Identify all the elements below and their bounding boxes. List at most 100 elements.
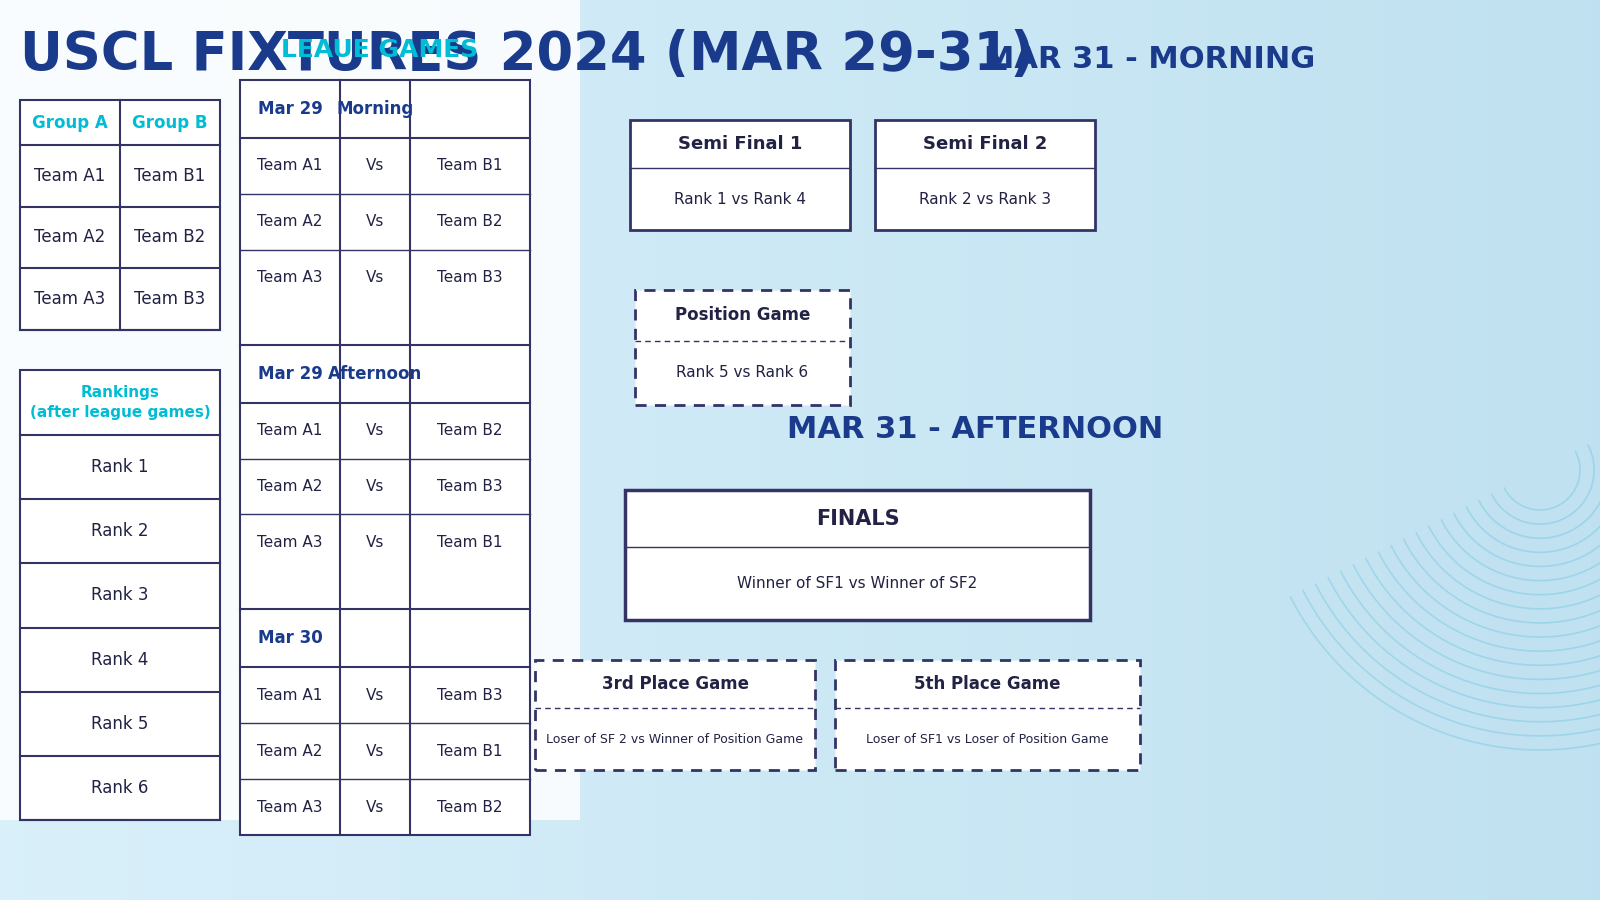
Bar: [400, 0, 408, 900]
Bar: [440, 0, 448, 900]
Bar: [1576, 0, 1584, 900]
Bar: [848, 0, 856, 900]
Bar: [0, 0, 8, 900]
Text: Team A2: Team A2: [258, 743, 323, 759]
Bar: [1024, 0, 1032, 900]
Bar: [208, 0, 216, 900]
Bar: [560, 0, 568, 900]
Bar: [1176, 0, 1184, 900]
Bar: [1408, 0, 1416, 900]
Bar: [624, 0, 632, 900]
Bar: [835, 660, 1139, 770]
Bar: [1424, 0, 1432, 900]
Bar: [768, 0, 776, 900]
Bar: [800, 0, 808, 900]
Bar: [296, 0, 304, 900]
Text: Team B1: Team B1: [437, 535, 502, 550]
Bar: [1360, 0, 1368, 900]
Text: Vs: Vs: [366, 743, 384, 759]
Bar: [1528, 0, 1536, 900]
Text: Team B2: Team B2: [437, 799, 502, 815]
Text: Team B2: Team B2: [437, 423, 502, 438]
Text: LEAUE GAMES: LEAUE GAMES: [282, 38, 478, 62]
Bar: [1584, 0, 1592, 900]
Text: Rank 5: Rank 5: [91, 715, 149, 733]
Bar: [752, 0, 760, 900]
Bar: [472, 0, 480, 900]
Bar: [1256, 0, 1264, 900]
Text: Rank 2: Rank 2: [91, 522, 149, 540]
Text: USCL FIXTURES 2024 (MAR 29-31): USCL FIXTURES 2024 (MAR 29-31): [19, 29, 1034, 81]
Bar: [19, 370, 221, 820]
Text: Mar 30: Mar 30: [258, 629, 322, 647]
Text: Semi Final 2: Semi Final 2: [923, 135, 1046, 153]
Bar: [0, 0, 579, 820]
Bar: [40, 0, 48, 900]
Bar: [72, 0, 80, 900]
Bar: [1040, 0, 1048, 900]
Bar: [1392, 0, 1400, 900]
Bar: [424, 0, 432, 900]
Bar: [856, 0, 864, 900]
Bar: [696, 0, 704, 900]
Bar: [680, 0, 688, 900]
Bar: [8, 0, 16, 900]
Text: Group A: Group A: [32, 113, 107, 131]
Bar: [792, 0, 800, 900]
Bar: [376, 0, 384, 900]
Text: Rank 5 vs Rank 6: Rank 5 vs Rank 6: [677, 365, 808, 381]
Bar: [1488, 0, 1496, 900]
Text: Vs: Vs: [366, 423, 384, 438]
Bar: [336, 0, 344, 900]
Bar: [48, 0, 56, 900]
Bar: [688, 0, 696, 900]
Bar: [576, 0, 584, 900]
Bar: [592, 0, 600, 900]
Bar: [744, 0, 752, 900]
Text: MAR 31 - MORNING: MAR 31 - MORNING: [984, 46, 1315, 75]
Bar: [1504, 0, 1512, 900]
Bar: [288, 0, 296, 900]
Bar: [120, 0, 128, 900]
Text: Group B: Group B: [133, 113, 208, 131]
Text: Rank 6: Rank 6: [91, 778, 149, 796]
Bar: [720, 0, 728, 900]
Bar: [344, 0, 352, 900]
Bar: [280, 0, 288, 900]
Bar: [1320, 0, 1328, 900]
Bar: [1192, 0, 1200, 900]
Bar: [1296, 0, 1304, 900]
Bar: [1336, 0, 1344, 900]
Bar: [360, 0, 368, 900]
Bar: [1112, 0, 1120, 900]
Bar: [1480, 0, 1488, 900]
Bar: [1144, 0, 1152, 900]
Bar: [368, 0, 376, 900]
Bar: [384, 0, 392, 900]
Bar: [1272, 0, 1280, 900]
Bar: [1544, 0, 1552, 900]
Text: Afternoon: Afternoon: [328, 364, 422, 382]
Bar: [504, 0, 512, 900]
Bar: [864, 0, 872, 900]
Bar: [728, 0, 736, 900]
Bar: [968, 0, 976, 900]
Bar: [1592, 0, 1600, 900]
Bar: [672, 0, 680, 900]
Bar: [840, 0, 848, 900]
Bar: [16, 0, 24, 900]
Bar: [224, 0, 232, 900]
Bar: [184, 0, 192, 900]
Bar: [632, 0, 640, 900]
Bar: [784, 0, 792, 900]
Bar: [456, 0, 464, 900]
Bar: [1168, 0, 1176, 900]
Bar: [832, 0, 840, 900]
Bar: [664, 0, 672, 900]
Bar: [240, 0, 248, 900]
Bar: [304, 0, 312, 900]
Text: Vs: Vs: [366, 688, 384, 703]
Bar: [32, 0, 40, 900]
Bar: [264, 0, 272, 900]
Bar: [320, 0, 328, 900]
